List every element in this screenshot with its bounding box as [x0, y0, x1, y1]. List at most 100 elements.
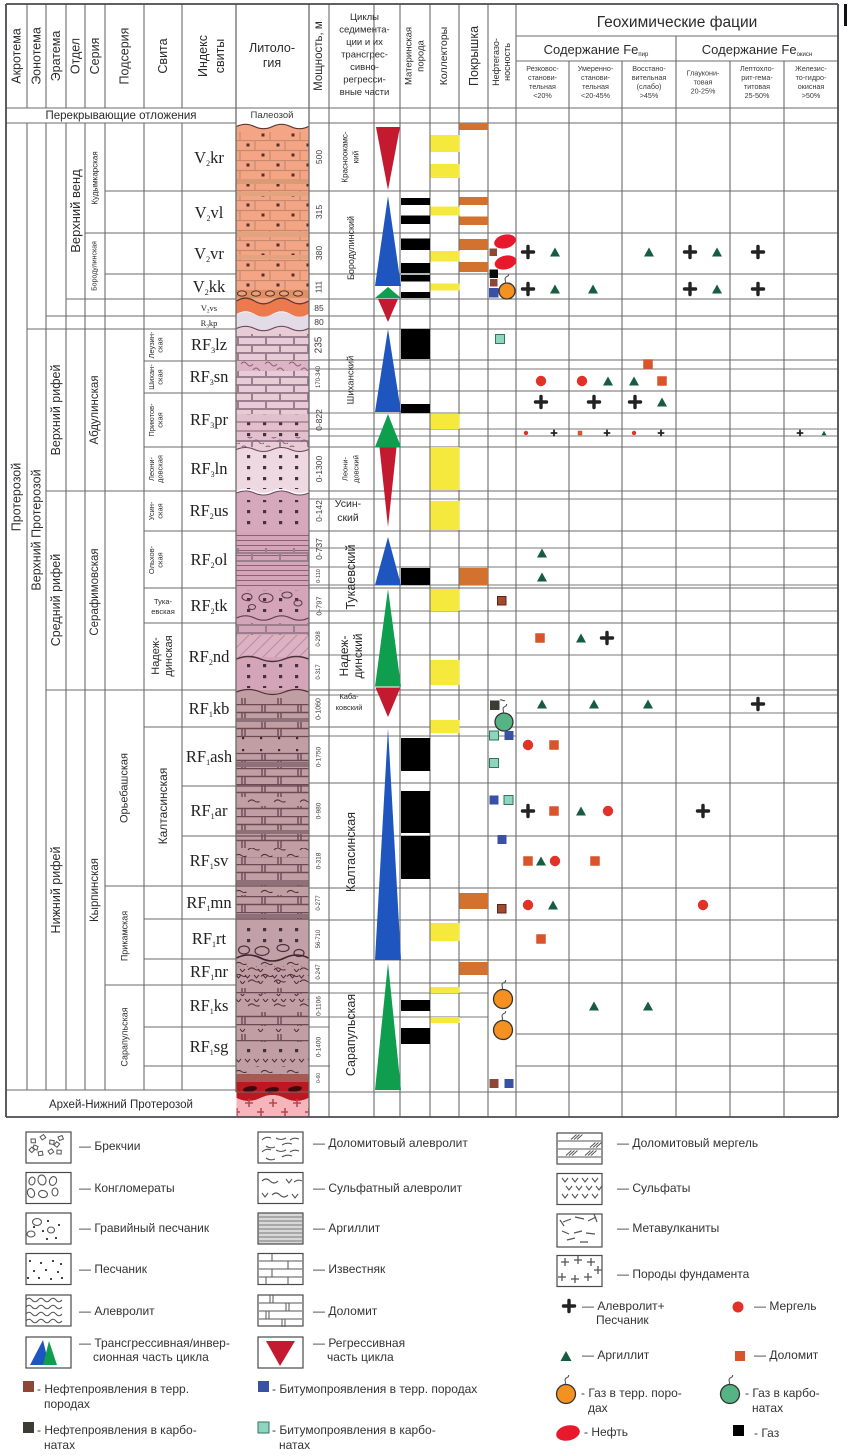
svg-text:натах: натах: [279, 1438, 310, 1452]
svg-text:0-797: 0-797: [315, 596, 324, 615]
svg-text:Покрышка: Покрышка: [467, 26, 481, 86]
svg-text:(слабо): (слабо): [637, 82, 662, 91]
svg-text:RF1nr: RF1nr: [190, 962, 228, 982]
svg-text:— Аргиллит: — Аргиллит: [582, 1348, 650, 1362]
svg-text:свиты: свиты: [213, 39, 227, 74]
svg-text:- Битумопроявления в карбо-: - Битумопроявления в карбо-: [272, 1423, 436, 1437]
svg-text:0-247: 0-247: [316, 964, 322, 980]
svg-text:Песчаник: Песчаник: [596, 1313, 649, 1327]
svg-text:ская: ская: [156, 412, 165, 427]
svg-text:— Доломитовый мергель: — Доломитовый мергель: [617, 1136, 758, 1150]
svg-text:натах: натах: [44, 1438, 75, 1452]
svg-text:Свита: Свита: [156, 38, 170, 73]
svg-text:Надеж-: Надеж-: [337, 636, 351, 677]
svg-text:Содержание Feокисн: Содержание Feокисн: [702, 42, 812, 58]
svg-text:станови-: станови-: [581, 73, 611, 82]
svg-text:- Газ в терр. поро-: - Газ в терр. поро-: [581, 1386, 682, 1400]
svg-text:0-142: 0-142: [314, 500, 324, 522]
svg-text:Леони-: Леони-: [147, 456, 156, 481]
svg-text:0-298: 0-298: [316, 631, 322, 647]
svg-text:- Нефтепроявления в терр.: - Нефтепроявления в терр.: [37, 1382, 189, 1396]
svg-text:Верхний Протерозой: Верхний Протерозой: [30, 469, 44, 590]
svg-text:евская: евская: [151, 607, 175, 616]
svg-text:тельная: тельная: [529, 82, 556, 91]
svg-text:RF3ln: RF3ln: [190, 459, 227, 479]
svg-text:Каба-: Каба-: [339, 692, 359, 701]
svg-text:Надеж-: Надеж-: [150, 637, 162, 675]
svg-text:V2vs: V2vs: [201, 303, 217, 315]
svg-text:трансгрес-: трансгрес-: [341, 50, 388, 61]
svg-text:вные части: вные части: [340, 87, 390, 98]
svg-text:станови-: станови-: [528, 73, 558, 82]
svg-text:— Метавулканиты: — Метавулканиты: [617, 1221, 719, 1235]
svg-text:Протерозой: Протерозой: [10, 463, 24, 531]
svg-text:— Сульфаты: — Сульфаты: [617, 1181, 690, 1195]
svg-text:Калтасинская: Калтасинская: [156, 768, 170, 845]
svg-text:— Аргиллит: — Аргиллит: [313, 1221, 381, 1235]
svg-text:Кырпинская: Кырпинская: [89, 858, 101, 922]
svg-text:породах: породах: [44, 1397, 90, 1411]
svg-text:RF1mn: RF1mn: [186, 893, 231, 913]
svg-text:часть цикла: часть цикла: [327, 1350, 394, 1364]
svg-text:Восстано-: Восстано-: [632, 64, 666, 73]
svg-text:RF3sn: RF3sn: [190, 367, 229, 387]
svg-text:Перекрывающие отложения: Перекрывающие отложения: [46, 110, 197, 122]
svg-text:Геохимические фации: Геохимические фации: [597, 14, 758, 31]
svg-text:Архей-Нижний Протерозой: Архей-Нижний Протерозой: [49, 1099, 193, 1111]
svg-text:Калтасинская: Калтасинская: [344, 812, 358, 892]
svg-text:RF1rt: RF1rt: [192, 929, 227, 949]
svg-text:Глаукони-: Глаукони-: [687, 69, 720, 78]
svg-text:Ольхов-: Ольхов-: [147, 545, 156, 574]
svg-text:— Регрессивная: — Регрессивная: [313, 1336, 405, 1350]
svg-text:- Битумопроявления в терр. пор: - Битумопроявления в терр. породах: [272, 1382, 477, 1396]
svg-text:Шихан-: Шихан-: [147, 364, 156, 390]
svg-text:RF1sg: RF1sg: [190, 1037, 229, 1057]
svg-text:R3kp: R3kp: [201, 318, 218, 330]
svg-text:Резковос-: Резковос-: [526, 64, 559, 73]
svg-text:Умеренно-: Умеренно-: [578, 64, 614, 73]
svg-text:- Газ: - Газ: [754, 1426, 780, 1440]
svg-text:V2kk: V2kk: [193, 277, 226, 297]
svg-text:Содержание Feпир: Содержание Feпир: [544, 42, 649, 58]
svg-text:Верхний рифей: Верхний рифей: [49, 365, 63, 456]
svg-text:Эонотема: Эонотема: [30, 27, 44, 85]
svg-text:— Доломит: — Доломит: [313, 1304, 378, 1318]
svg-text:Сарапульская: Сарапульская: [120, 1007, 130, 1066]
svg-text:вительная: вительная: [632, 73, 667, 82]
svg-text:Нефтегазо-: Нефтегазо-: [491, 38, 501, 86]
svg-text:тельная: тельная: [582, 82, 609, 91]
svg-text:- Газ в карбо-: - Газ в карбо-: [745, 1386, 820, 1400]
svg-text:— Доломит: — Доломит: [754, 1348, 819, 1362]
svg-text:Абдулинская: Абдулинская: [89, 375, 101, 444]
svg-text:Мощность, м: Мощность, м: [313, 21, 325, 91]
svg-text:носность: носность: [502, 43, 512, 81]
svg-text:Бородулинский: Бородулинский: [346, 216, 356, 280]
svg-text:RF3lz: RF3lz: [191, 335, 227, 355]
svg-text:сионная часть цикла: сионная часть цикла: [93, 1350, 209, 1364]
svg-text:динский: динский: [351, 634, 365, 679]
svg-text:RF2tk: RF2tk: [190, 596, 228, 616]
svg-text:натах: натах: [752, 1401, 783, 1415]
svg-text:RF1ash: RF1ash: [186, 747, 233, 767]
svg-text:Тука-: Тука-: [154, 597, 173, 606]
svg-text:гия: гия: [263, 56, 281, 70]
svg-text:Бородулинская: Бородулинская: [92, 241, 99, 291]
svg-text:Шиханский: Шиханский: [346, 356, 357, 405]
svg-text:0-1106: 0-1106: [316, 996, 323, 1016]
svg-text:порода: порода: [416, 39, 427, 71]
svg-text:Подсерия: Подсерия: [118, 28, 132, 85]
svg-text:500: 500: [314, 150, 324, 164]
svg-text:>45%: >45%: [640, 91, 659, 100]
svg-text:— Брекчии: — Брекчии: [79, 1139, 140, 1153]
svg-text:сивно-: сивно-: [350, 62, 379, 73]
svg-text:ская: ская: [156, 552, 165, 567]
svg-text:0-737: 0-737: [314, 538, 324, 560]
svg-text:0-110: 0-110: [316, 569, 322, 583]
svg-text:Сарапульская: Сарапульская: [344, 994, 358, 1076]
svg-text:<20%: <20%: [533, 91, 552, 100]
svg-text:0-317: 0-317: [316, 664, 322, 680]
svg-text:— Алевролит+: — Алевролит+: [582, 1299, 665, 1313]
svg-text:ская: ская: [156, 337, 165, 352]
svg-text:- Нефть: - Нефть: [584, 1425, 628, 1439]
svg-text:дах: дах: [588, 1401, 608, 1415]
